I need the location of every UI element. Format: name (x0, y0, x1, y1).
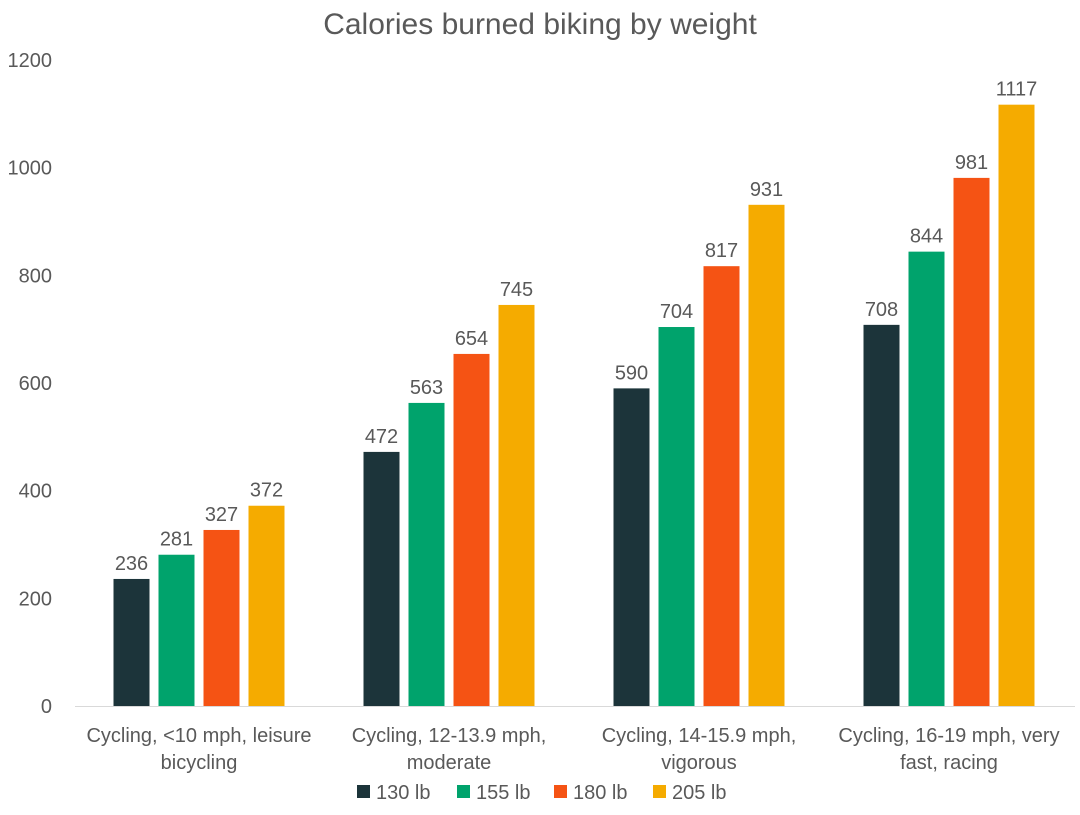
data-label: 654 (455, 328, 488, 350)
bar (998, 104, 1035, 707)
x-tick-label: fast, racing (900, 752, 998, 774)
x-tick-label: Cycling, <10 mph, leisure (86, 725, 311, 747)
bar (703, 266, 740, 706)
chart-title: Calories burned biking by weight (323, 8, 757, 41)
y-tick-label: 200 (19, 588, 52, 610)
bar (658, 327, 695, 706)
legend-swatch (457, 785, 470, 798)
data-label: 281 (160, 529, 193, 551)
data-label: 327 (205, 504, 238, 526)
legend: 130 lb 155 lb 180 lb 205 lb (357, 782, 727, 804)
y-tick-label: 600 (19, 373, 52, 395)
y-tick-label: 1000 (8, 158, 53, 180)
legend-swatch (357, 785, 370, 798)
bar (498, 304, 535, 706)
data-label: 931 (750, 179, 783, 201)
legend-swatch (653, 785, 666, 798)
data-label: 590 (615, 362, 648, 384)
data-label: 844 (910, 226, 943, 248)
x-tick-label: Cycling, 16-19 mph, very (838, 725, 1059, 747)
bar (113, 578, 150, 706)
bar (363, 451, 400, 706)
bar (158, 554, 195, 706)
bar (748, 204, 785, 707)
bar (863, 324, 900, 706)
bar (453, 353, 490, 706)
data-label: 745 (500, 279, 533, 301)
legend-label: 180 lb (573, 782, 628, 804)
legend-swatch (554, 785, 567, 798)
y-tick-label: 0 (41, 696, 52, 718)
bars: 236 281 327 372 472 563 654 745 590 704 817 931 708 8… (113, 79, 1038, 707)
data-label: 704 (660, 301, 693, 323)
data-label: 372 (250, 480, 283, 502)
legend-label: 130 lb (376, 782, 431, 804)
data-label: 563 (410, 377, 443, 399)
x-axis: Cycling, <10 mph, leisure bicycling Cyclin… (75, 706, 1075, 774)
bar (408, 402, 445, 706)
x-tick-label: vigorous (661, 752, 737, 774)
bar (248, 505, 285, 706)
bar (203, 529, 240, 706)
data-label: 472 (365, 426, 398, 448)
legend-label: 155 lb (476, 782, 531, 804)
data-label: 981 (955, 152, 988, 174)
legend-label: 205 lb (672, 782, 727, 804)
y-axis: 0 200 400 600 800 1000 1200 (8, 50, 53, 718)
y-tick-label: 800 (19, 265, 52, 287)
x-tick-label: moderate (407, 752, 492, 774)
bar (908, 251, 945, 706)
x-tick-label: bicycling (161, 752, 238, 774)
bar (613, 388, 650, 706)
x-tick-label: Cycling, 12-13.9 mph, (352, 725, 547, 747)
y-tick-label: 400 (19, 481, 52, 503)
data-label: 1117 (996, 79, 1038, 101)
data-label: 708 (865, 299, 898, 321)
data-label: 817 (705, 240, 738, 262)
bar (953, 177, 990, 706)
data-label: 236 (115, 553, 148, 575)
y-tick-label: 1200 (8, 50, 53, 72)
x-tick-label: Cycling, 14-15.9 mph, (602, 725, 797, 747)
